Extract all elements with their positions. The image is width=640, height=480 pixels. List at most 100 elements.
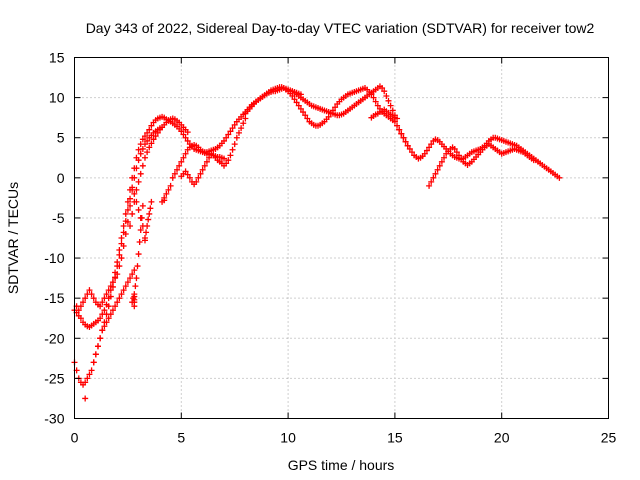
data-point (184, 129, 191, 136)
data-point (176, 162, 183, 169)
data-point (116, 251, 123, 258)
y-tick-label: -25 (44, 370, 64, 386)
x-axis-label: GPS time / hours (288, 457, 395, 473)
data-point (229, 146, 236, 153)
series-track-f (129, 202, 146, 306)
data-point (396, 126, 403, 133)
data-point (127, 222, 134, 229)
data-point (225, 131, 232, 138)
data-point (428, 141, 435, 148)
data-point (127, 275, 134, 282)
data-point (163, 190, 170, 197)
series-track-e (127, 115, 191, 229)
data-point (180, 131, 187, 138)
data-point (221, 137, 228, 144)
data-point (291, 96, 298, 103)
data-point (131, 198, 138, 205)
data-point (141, 141, 148, 148)
y-tick-label: -15 (44, 290, 64, 306)
chart-title: Day 343 of 2022, Sidereal Day-to-day VTE… (86, 20, 595, 36)
data-point (438, 158, 445, 165)
data-point (152, 133, 159, 140)
data-point (90, 359, 97, 366)
data-point (144, 149, 151, 156)
data-point (134, 263, 141, 270)
y-tick-label: 10 (49, 90, 65, 106)
data-point (145, 216, 152, 223)
data-point (141, 237, 148, 244)
data-point (182, 134, 189, 141)
data-point (193, 178, 200, 185)
data-point (84, 375, 91, 382)
data-point (235, 129, 242, 136)
data-point (154, 129, 161, 136)
data-point (144, 137, 151, 144)
data-point (92, 351, 99, 358)
data-point (144, 222, 151, 229)
data-point (109, 307, 116, 314)
data-point (428, 178, 435, 185)
data-point (107, 311, 114, 318)
y-tick-label: 15 (49, 50, 65, 66)
data-point (408, 149, 415, 156)
data-point (101, 323, 108, 330)
data-point (131, 190, 138, 197)
data-point (86, 371, 93, 378)
data-point (381, 88, 388, 95)
data-point (137, 150, 144, 157)
data-point (124, 218, 131, 225)
series-track-m (396, 126, 563, 181)
data-point (133, 186, 140, 193)
data-point (441, 154, 448, 161)
data-point (131, 303, 138, 310)
data-point (107, 283, 114, 290)
y-axis-label: SDTVAR / TECUs (5, 182, 21, 294)
data-point (124, 198, 131, 205)
data-point (120, 222, 127, 229)
data-point (120, 243, 127, 250)
data-point (398, 130, 405, 137)
data-point (99, 327, 106, 334)
data-point (75, 307, 82, 314)
data-point (88, 367, 95, 374)
data-point (141, 154, 148, 161)
data-point (302, 112, 309, 119)
data-point (122, 210, 129, 217)
data-point (124, 279, 131, 286)
data-point (107, 293, 114, 300)
data-point (530, 157, 537, 164)
series-track-i (178, 115, 249, 188)
plot-frame (74, 57, 609, 419)
data-point (182, 150, 189, 157)
data-point (161, 197, 168, 204)
data-point (131, 267, 138, 274)
data-point (199, 166, 206, 173)
data-point (174, 166, 181, 173)
data-point (143, 229, 150, 236)
data-point (404, 142, 411, 149)
data-point (112, 303, 119, 310)
data-point (148, 140, 155, 147)
data-point (114, 299, 121, 306)
data-point (77, 303, 84, 310)
data-point (139, 162, 146, 169)
y-tick-label: 5 (57, 130, 65, 146)
data-point (147, 205, 154, 212)
data-point (227, 152, 234, 159)
y-tick-label: 0 (57, 170, 65, 186)
data-point (135, 146, 142, 153)
data-point (101, 295, 108, 302)
data-point (332, 104, 339, 111)
data-point (227, 128, 234, 135)
data-point (138, 214, 145, 221)
data-point (135, 251, 142, 258)
data-point (240, 120, 247, 127)
data-point (221, 155, 228, 162)
data-point (171, 170, 178, 177)
data-point (99, 299, 106, 306)
data-point (389, 107, 396, 114)
data-point (118, 235, 125, 241)
data-point (97, 315, 104, 322)
series-track-l (368, 106, 401, 122)
